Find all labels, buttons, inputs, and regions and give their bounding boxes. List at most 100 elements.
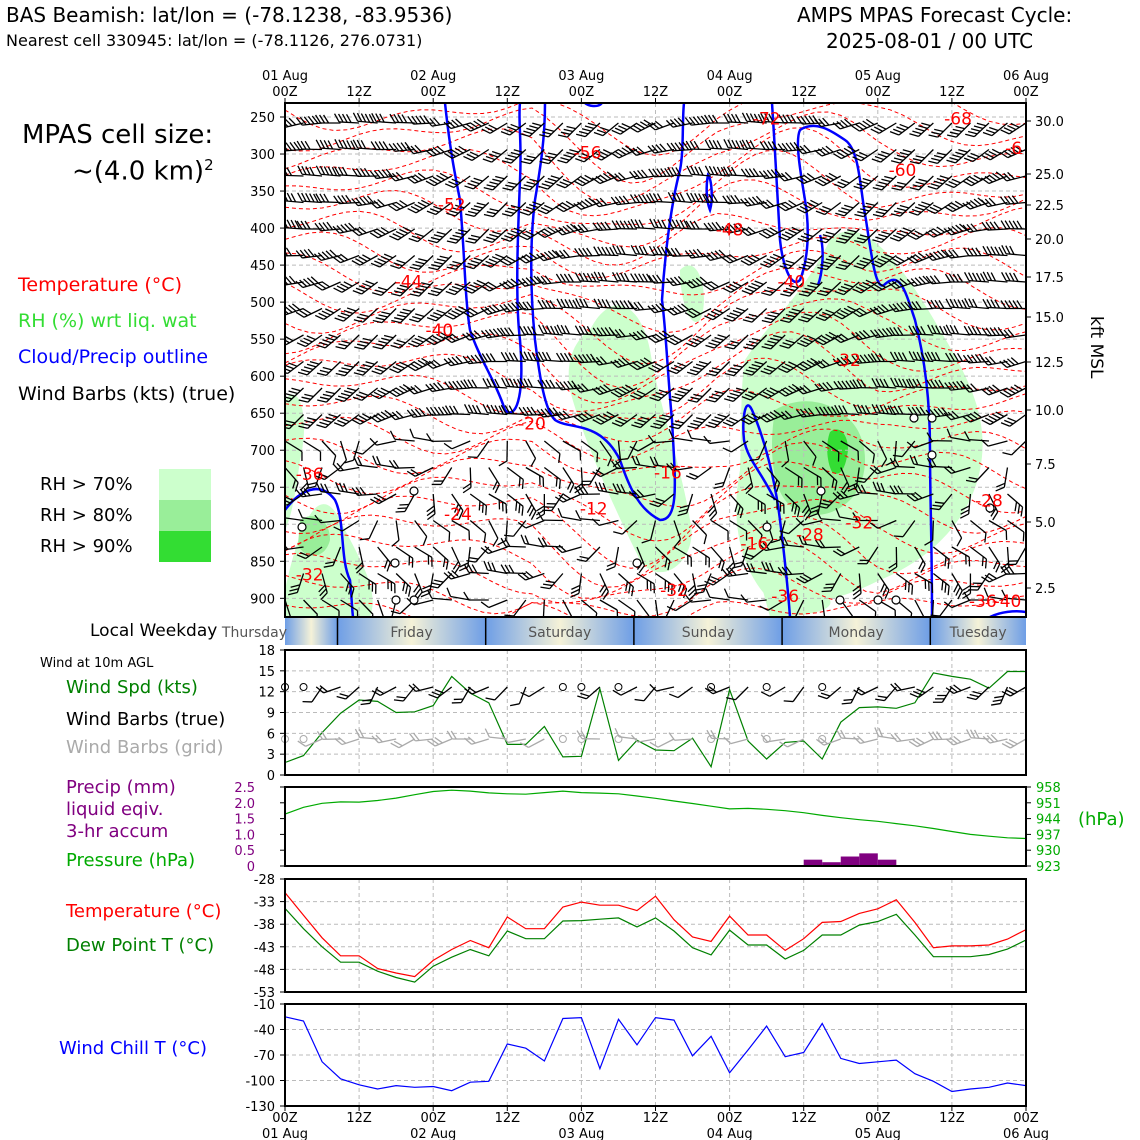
wind-barb bbox=[562, 599, 573, 617]
wind-barb bbox=[784, 466, 803, 488]
temperature-label: -40 bbox=[777, 272, 805, 292]
wind-barb bbox=[593, 246, 619, 257]
wind-barb bbox=[686, 165, 712, 177]
surface-barb-grid bbox=[723, 736, 749, 745]
surface-barb-true bbox=[485, 686, 508, 701]
wind-barb bbox=[488, 467, 500, 494]
wind-barb bbox=[612, 271, 638, 283]
wind-barb bbox=[443, 145, 471, 159]
wind-barb bbox=[982, 122, 1008, 137]
wind-barb bbox=[323, 546, 342, 568]
wind-barb bbox=[721, 222, 749, 234]
wind-barb bbox=[872, 175, 897, 191]
wind-barb bbox=[684, 276, 712, 289]
wind-barb bbox=[409, 308, 434, 323]
wind-barb bbox=[798, 308, 823, 323]
height-tick-label: 20.0 bbox=[1035, 233, 1064, 248]
wind-barb bbox=[303, 599, 319, 617]
legend-temperature-2: Temperature (°C) bbox=[66, 901, 222, 922]
wind-barb bbox=[333, 519, 360, 532]
bottom-time-tick-label: 00Z bbox=[717, 1111, 743, 1126]
wind-barb bbox=[742, 361, 768, 376]
wind-barb bbox=[926, 299, 952, 310]
wind-barb bbox=[944, 200, 971, 213]
wind-barb bbox=[780, 308, 805, 324]
wind-barb bbox=[988, 546, 1001, 573]
surface-barb-grid bbox=[316, 730, 341, 740]
wind-barb bbox=[543, 466, 561, 489]
wind-barb bbox=[761, 281, 786, 297]
wind-barb bbox=[432, 519, 451, 542]
wind-barb bbox=[889, 351, 915, 363]
wind-barb bbox=[463, 591, 489, 601]
legend-wind-barbs-grid: Wind Barbs (grid) bbox=[66, 737, 224, 758]
wind-barb bbox=[906, 275, 934, 287]
wind-barb bbox=[713, 467, 731, 489]
wind-barb bbox=[504, 520, 527, 537]
temp-ytick-label: -43 bbox=[254, 941, 275, 956]
wind-barb bbox=[814, 381, 841, 392]
wind-barb bbox=[285, 517, 304, 522]
precip-bar bbox=[859, 853, 878, 866]
surface-barb-grid bbox=[519, 738, 545, 749]
wind-barb bbox=[965, 467, 990, 483]
wind-barb bbox=[469, 493, 488, 516]
wind-barb bbox=[574, 325, 600, 336]
wind-barb bbox=[428, 255, 453, 271]
height-tick-label: 25.0 bbox=[1035, 168, 1064, 183]
surface-barb-true bbox=[909, 686, 934, 698]
wind-barb bbox=[684, 115, 712, 126]
wind-barb bbox=[851, 307, 879, 318]
wind-barb bbox=[795, 172, 823, 185]
wind-barb bbox=[369, 226, 397, 239]
surface-barb-grid bbox=[982, 734, 1008, 744]
wind-barb bbox=[462, 307, 490, 318]
wind-barb bbox=[580, 467, 601, 486]
wind-barb bbox=[605, 546, 620, 571]
temperature-label: -28 bbox=[975, 492, 1003, 512]
cross-section-wind-barbs bbox=[285, 112, 1026, 617]
wind-barb bbox=[295, 307, 323, 318]
wind-barb bbox=[666, 141, 693, 152]
wind-barb bbox=[298, 387, 323, 403]
wind-barb bbox=[647, 120, 675, 131]
wind-barb bbox=[630, 273, 656, 283]
wind-ytick-label: 0 bbox=[267, 769, 275, 784]
wind-barb bbox=[409, 255, 434, 271]
surface-barb-grid bbox=[501, 735, 526, 744]
wind-ytick-label: 12 bbox=[258, 686, 275, 701]
top-day-label: 02 Aug bbox=[410, 69, 456, 84]
wind-barb bbox=[525, 493, 537, 520]
wind-barb bbox=[389, 360, 416, 374]
wind-barb bbox=[815, 406, 841, 416]
wind-barb bbox=[296, 334, 323, 348]
temperature-label: -32 bbox=[833, 351, 861, 371]
wind-barb bbox=[314, 221, 341, 232]
calm-marker bbox=[614, 683, 623, 691]
wind-barb bbox=[869, 465, 897, 475]
wind-barb bbox=[313, 249, 341, 261]
wind-barb bbox=[557, 508, 582, 522]
wind-barb bbox=[980, 384, 1008, 396]
height-tick-label: 2.5 bbox=[1035, 582, 1056, 597]
wind-barb bbox=[1007, 493, 1024, 517]
calm-marker bbox=[577, 683, 586, 691]
surface-barb-true bbox=[464, 686, 490, 695]
wind-barb bbox=[816, 228, 842, 244]
isotherm-line bbox=[285, 567, 1026, 617]
wind-barb bbox=[739, 226, 767, 237]
calm-marker bbox=[558, 683, 567, 691]
wind-barb bbox=[335, 361, 360, 377]
temperature-label: -40 bbox=[994, 592, 1022, 612]
wind-barb bbox=[406, 466, 434, 477]
wind-barb bbox=[465, 228, 490, 244]
wind-barb bbox=[432, 546, 449, 570]
wind-barb bbox=[576, 546, 601, 563]
isotherm-line bbox=[285, 357, 1026, 420]
wind-barb bbox=[518, 301, 545, 311]
wind-barb bbox=[613, 520, 638, 535]
wind-barb bbox=[959, 493, 972, 519]
wind-barb bbox=[928, 149, 953, 165]
wind-barb bbox=[980, 439, 1008, 447]
temp-ytick-label: -48 bbox=[254, 963, 275, 978]
